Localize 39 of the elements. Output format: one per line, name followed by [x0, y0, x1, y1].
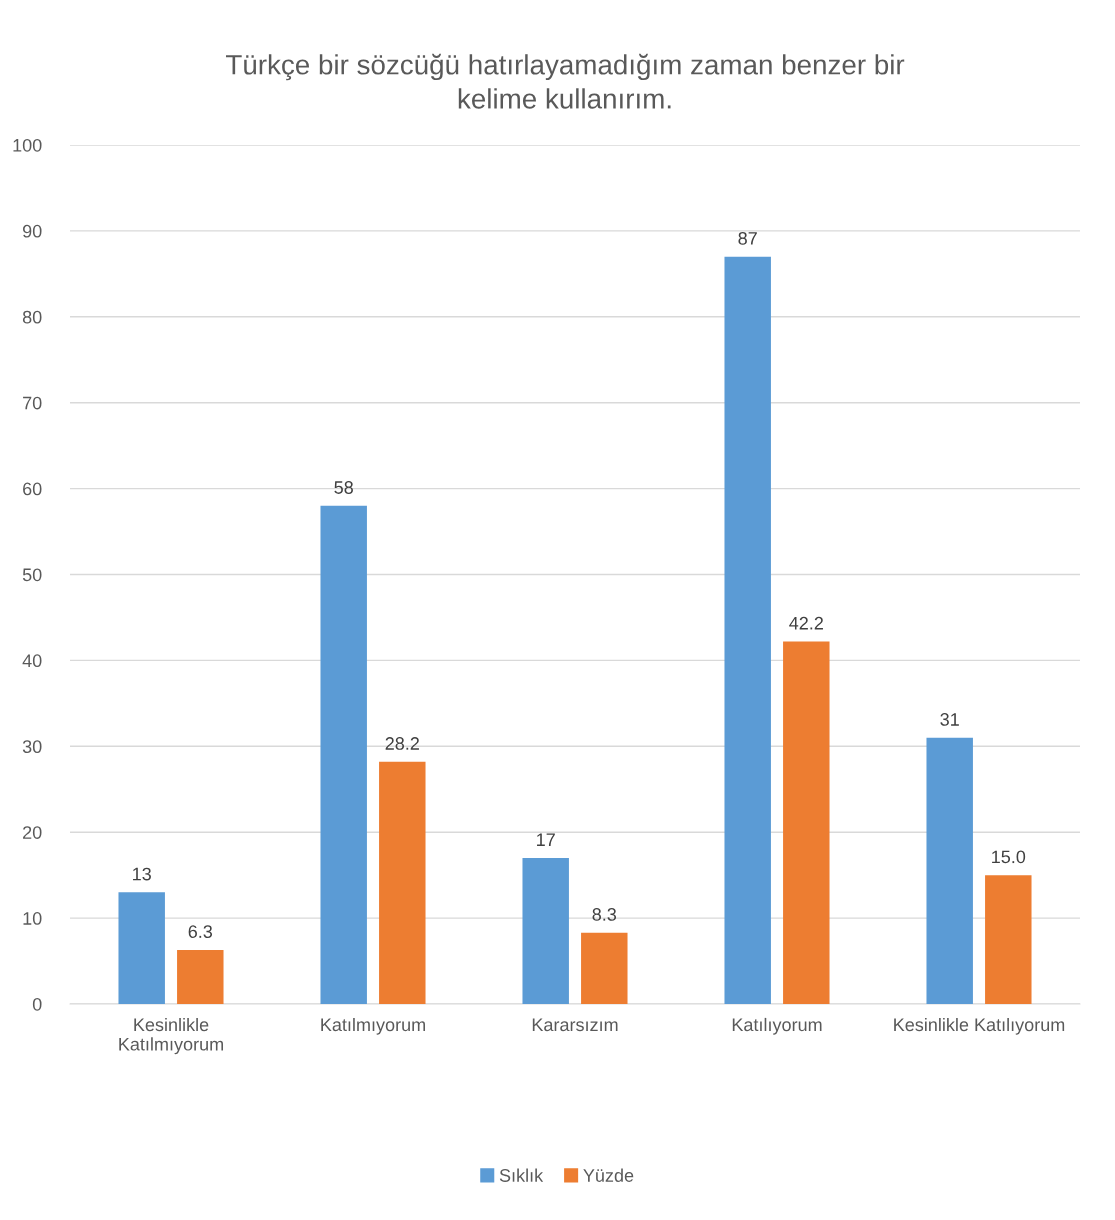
- y-tick-label: 80: [22, 310, 42, 324]
- y-tick-label: 70: [23, 396, 42, 410]
- x-tick-label: Kesinlikle Katılıyorum: [894, 1017, 1065, 1035]
- legend-label: Yüzde: [583, 1168, 634, 1182]
- data-label: 31: [940, 713, 959, 726]
- y-tick-label: 50: [22, 568, 42, 582]
- bar: [581, 932, 628, 1004]
- bar: [926, 737, 973, 1004]
- data-label: 13: [133, 867, 151, 881]
- bar: [783, 641, 830, 1004]
- data-label: 42.2: [789, 616, 823, 630]
- data-label: 58: [334, 481, 353, 494]
- x-tick-label: Kesinlikle Katılmıyorum: [119, 1017, 223, 1055]
- legend-label: Sıklık: [499, 1168, 544, 1182]
- bar: [724, 256, 771, 1004]
- y-tick-label: 100: [13, 138, 42, 152]
- x-tick-label: Kararsızım: [532, 1018, 618, 1032]
- data-label: 8.3: [592, 908, 617, 921]
- bar: [522, 857, 569, 1004]
- y-tick-label: 60: [23, 482, 42, 496]
- x-tick-label: Katılmıyorum: [321, 1017, 425, 1035]
- data-label: 17: [537, 833, 555, 846]
- data-label: 6.3: [188, 925, 213, 938]
- bar: [379, 761, 426, 1004]
- bar: [177, 949, 224, 1004]
- y-tick-label: 40: [22, 654, 42, 668]
- data-label: 28.2: [385, 737, 419, 750]
- bar: [985, 875, 1032, 1004]
- bar: [118, 892, 165, 1004]
- y-tick-label: 20: [23, 826, 42, 839]
- data-label: 15.0: [992, 850, 1026, 864]
- chart-title: Türkçe bir sözcüğü hatırlayamadığım zaman benzer bir kelime kullanırım.: [226, 53, 905, 109]
- y-tick-label: 90: [22, 224, 42, 238]
- x-tick-label: Katılıyorum: [732, 1017, 822, 1035]
- bar: [320, 505, 367, 1004]
- y-tick-label: 10: [23, 912, 42, 925]
- y-tick-label: 0: [32, 997, 42, 1011]
- y-tick-label: 30: [22, 740, 42, 754]
- data-label: 87: [738, 231, 757, 245]
